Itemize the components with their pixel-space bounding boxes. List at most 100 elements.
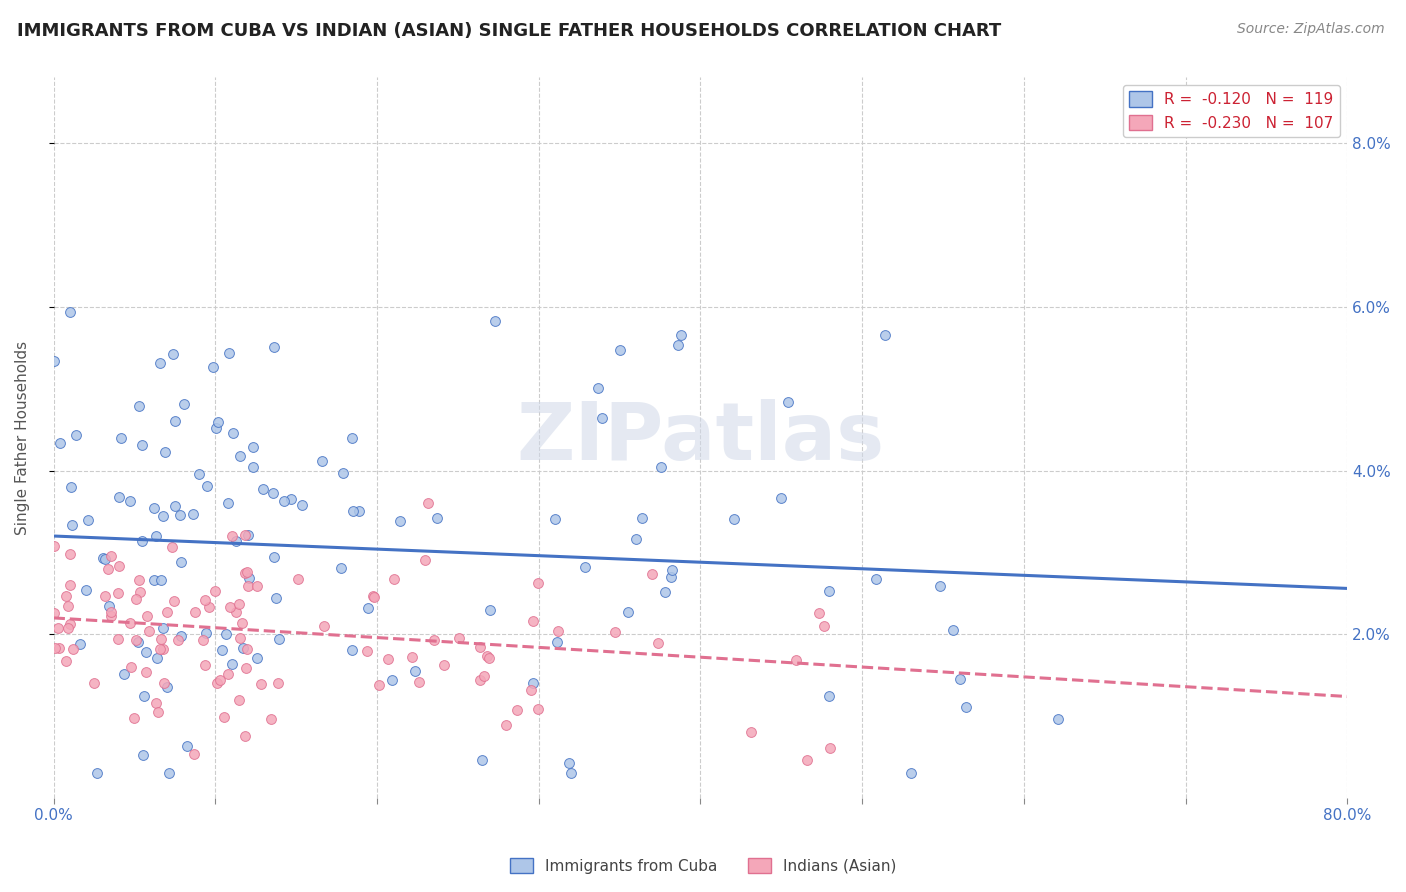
Point [380, 673, 402, 687]
Y-axis label: Single Father Households: Single Father Households [15, 341, 30, 535]
Point [59, 616, 82, 631]
Text: IMMIGRANTS FROM CUBA VS INDIAN (ASIAN) SINGLE FATHER HOUSEHOLDS CORRELATION CHAR: IMMIGRANTS FROM CUBA VS INDIAN (ASIAN) S… [17, 22, 1001, 40]
Point [401, 650, 423, 665]
Point [194, 626, 217, 640]
Point [650, 459, 672, 474]
Point [609, 343, 631, 358]
Point [165, 414, 187, 428]
Point [225, 605, 247, 619]
Point [807, 607, 830, 621]
Point [263, 340, 285, 354]
Point [280, 491, 302, 506]
Point [65, 428, 87, 442]
Point [194, 593, 217, 607]
Point [470, 640, 492, 655]
Point [152, 509, 174, 524]
Point [231, 616, 253, 631]
Point [48, 641, 70, 656]
Point [470, 673, 492, 687]
Point [233, 566, 256, 581]
Point [347, 504, 370, 518]
Point [291, 498, 314, 512]
Point [591, 411, 613, 425]
Point [228, 597, 250, 611]
Legend: R =  -0.120   N =  119, R =  -0.230   N =  107: R = -0.120 N = 119, R = -0.230 N = 107 [1123, 85, 1340, 136]
Point [547, 624, 569, 639]
Text: ZIPatlas: ZIPatlas [516, 399, 884, 476]
Point [166, 633, 188, 648]
Point [865, 572, 887, 586]
Point [287, 572, 309, 586]
Point [495, 718, 517, 732]
Point [666, 338, 689, 352]
Point [142, 574, 165, 588]
Point [236, 528, 259, 542]
Point [367, 678, 389, 692]
Point [56, 599, 79, 613]
Point [229, 632, 252, 646]
Point [149, 642, 172, 657]
Point [263, 549, 285, 564]
Point [145, 696, 167, 710]
Point [181, 507, 204, 521]
Point [124, 711, 146, 725]
Point [388, 514, 411, 528]
Point [56, 621, 79, 635]
Point [59, 305, 82, 319]
Point [522, 675, 544, 690]
Point [148, 706, 170, 720]
Point [118, 494, 141, 508]
Point [740, 725, 762, 739]
Point [236, 565, 259, 579]
Point [83, 676, 105, 690]
Point [813, 619, 835, 633]
Point [145, 528, 167, 542]
Point [176, 739, 198, 753]
Point [157, 766, 180, 780]
Point [209, 673, 232, 688]
Point [42, 539, 65, 553]
Point [506, 703, 529, 717]
Point [217, 496, 239, 510]
Point [647, 636, 669, 650]
Point [146, 651, 169, 665]
Point [69, 637, 91, 651]
Point [1046, 712, 1069, 726]
Point [107, 632, 129, 647]
Point [217, 666, 239, 681]
Point [91, 550, 114, 565]
Point [260, 712, 283, 726]
Point [75, 582, 97, 597]
Point [149, 574, 172, 588]
Point [160, 541, 183, 555]
Point [184, 605, 207, 619]
Point [242, 440, 264, 454]
Point [204, 583, 226, 598]
Point [586, 381, 609, 395]
Point [156, 680, 179, 694]
Point [605, 625, 627, 640]
Point [211, 643, 233, 657]
Point [357, 601, 380, 615]
Point [138, 624, 160, 638]
Point [340, 643, 363, 657]
Point [273, 494, 295, 508]
Point [544, 512, 567, 526]
Point [48, 436, 70, 450]
Point [221, 657, 243, 672]
Point [163, 499, 186, 513]
Point [478, 651, 501, 665]
Point [264, 591, 287, 605]
Point [205, 675, 228, 690]
Point [363, 589, 385, 603]
Point [522, 614, 544, 628]
Point [520, 682, 543, 697]
Point [212, 710, 235, 724]
Point [100, 605, 122, 619]
Point [149, 632, 172, 646]
Point [817, 583, 839, 598]
Point [433, 657, 456, 672]
Point [136, 609, 159, 624]
Point [129, 585, 152, 599]
Point [546, 635, 568, 649]
